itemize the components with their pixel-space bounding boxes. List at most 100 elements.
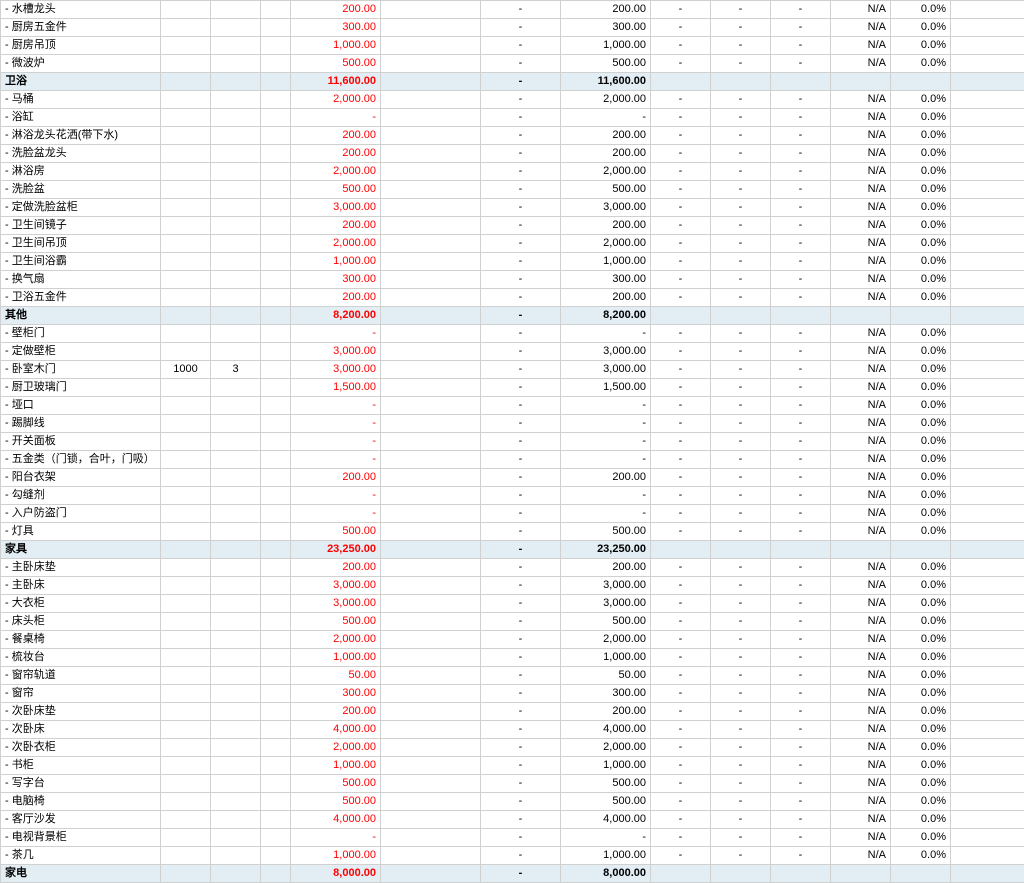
cell[interactable] — [381, 415, 481, 433]
cell[interactable]: 0.0% — [891, 217, 951, 235]
cell[interactable] — [211, 739, 261, 757]
cell[interactable]: - — [711, 253, 771, 271]
cell[interactable]: 1,000.00 — [561, 757, 651, 775]
cell[interactable]: 300.00 — [561, 685, 651, 703]
cell[interactable]: - — [771, 343, 831, 361]
cell[interactable]: - — [291, 451, 381, 469]
cell[interactable] — [211, 397, 261, 415]
cell[interactable] — [211, 433, 261, 451]
cell[interactable] — [211, 145, 261, 163]
cell[interactable]: - — [481, 541, 561, 559]
cell[interactable] — [381, 73, 481, 91]
cell[interactable]: N/A — [831, 775, 891, 793]
cell[interactable] — [711, 307, 771, 325]
cell[interactable]: N/A — [831, 325, 891, 343]
cell[interactable]: 4,000.00 — [561, 811, 651, 829]
cell[interactable]: - — [771, 577, 831, 595]
cell[interactable]: - — [711, 793, 771, 811]
cell[interactable] — [951, 379, 1024, 397]
cell[interactable]: - — [481, 217, 561, 235]
cell[interactable]: - — [711, 469, 771, 487]
cell[interactable]: N/A — [831, 811, 891, 829]
cell[interactable]: - — [291, 505, 381, 523]
cell[interactable]: - — [481, 127, 561, 145]
cell[interactable]: - 厨卫玻璃门 — [1, 379, 161, 397]
cell[interactable] — [831, 865, 891, 883]
cell[interactable]: - — [481, 721, 561, 739]
cell[interactable]: - — [711, 91, 771, 109]
cell[interactable]: N/A — [831, 559, 891, 577]
cell[interactable]: - — [481, 145, 561, 163]
cell[interactable] — [771, 73, 831, 91]
cell[interactable]: - — [771, 469, 831, 487]
cell[interactable]: 200.00 — [291, 217, 381, 235]
cell[interactable] — [381, 721, 481, 739]
cell[interactable]: N/A — [831, 793, 891, 811]
cell[interactable]: 300.00 — [291, 271, 381, 289]
cell[interactable] — [211, 235, 261, 253]
cell[interactable]: - — [651, 397, 711, 415]
cell[interactable]: 0.0% — [891, 415, 951, 433]
cell[interactable] — [951, 91, 1024, 109]
cell[interactable] — [951, 865, 1024, 883]
cell[interactable] — [161, 37, 211, 55]
cell[interactable] — [161, 595, 211, 613]
cell[interactable] — [381, 811, 481, 829]
cell[interactable] — [211, 703, 261, 721]
cell[interactable]: - — [481, 1, 561, 19]
cell[interactable]: - — [481, 469, 561, 487]
cell[interactable]: - — [711, 55, 771, 73]
cell[interactable] — [381, 397, 481, 415]
cell[interactable] — [161, 793, 211, 811]
cell[interactable] — [211, 847, 261, 865]
cell[interactable]: 0.0% — [891, 523, 951, 541]
cell[interactable]: - 大衣柜 — [1, 595, 161, 613]
cell[interactable] — [261, 163, 291, 181]
cell[interactable]: 0.0% — [891, 109, 951, 127]
cell[interactable]: - — [771, 37, 831, 55]
cell[interactable] — [381, 289, 481, 307]
cell[interactable]: 家具 — [1, 541, 161, 559]
cell[interactable] — [261, 235, 291, 253]
cell[interactable]: 2,000.00 — [291, 163, 381, 181]
cell[interactable] — [261, 181, 291, 199]
cell[interactable] — [261, 217, 291, 235]
cell[interactable] — [381, 595, 481, 613]
cell[interactable] — [381, 703, 481, 721]
cell[interactable] — [161, 829, 211, 847]
cell[interactable] — [211, 595, 261, 613]
cell[interactable] — [891, 865, 951, 883]
cell[interactable] — [211, 289, 261, 307]
cell[interactable]: 3,000.00 — [291, 595, 381, 613]
cell[interactable]: 200.00 — [291, 1, 381, 19]
cell[interactable]: - — [711, 199, 771, 217]
cell[interactable]: N/A — [831, 847, 891, 865]
cell[interactable]: N/A — [831, 91, 891, 109]
cell[interactable]: - 入户防盗门 — [1, 505, 161, 523]
cell[interactable] — [381, 109, 481, 127]
cell[interactable] — [211, 613, 261, 631]
cell[interactable]: 0.0% — [891, 253, 951, 271]
cell[interactable] — [211, 199, 261, 217]
cell[interactable]: 500.00 — [291, 181, 381, 199]
cell[interactable]: - — [771, 361, 831, 379]
cell[interactable]: 1,000.00 — [291, 649, 381, 667]
cell[interactable]: - — [481, 199, 561, 217]
cell[interactable] — [161, 613, 211, 631]
cell[interactable]: - — [711, 739, 771, 757]
cell[interactable] — [381, 379, 481, 397]
cell[interactable]: 0.0% — [891, 55, 951, 73]
cell[interactable]: 500.00 — [561, 181, 651, 199]
cell[interactable] — [261, 505, 291, 523]
cell[interactable]: 4,000.00 — [291, 811, 381, 829]
cell[interactable] — [951, 343, 1024, 361]
cell[interactable]: - — [651, 559, 711, 577]
cell[interactable]: - — [651, 217, 711, 235]
cell[interactable]: - 开关面板 — [1, 433, 161, 451]
cell[interactable]: - 次卧床垫 — [1, 703, 161, 721]
cell[interactable]: - — [651, 37, 711, 55]
cell[interactable] — [951, 163, 1024, 181]
cell[interactable]: - — [771, 721, 831, 739]
cell[interactable]: - — [651, 109, 711, 127]
cell[interactable]: - 梳妆台 — [1, 649, 161, 667]
